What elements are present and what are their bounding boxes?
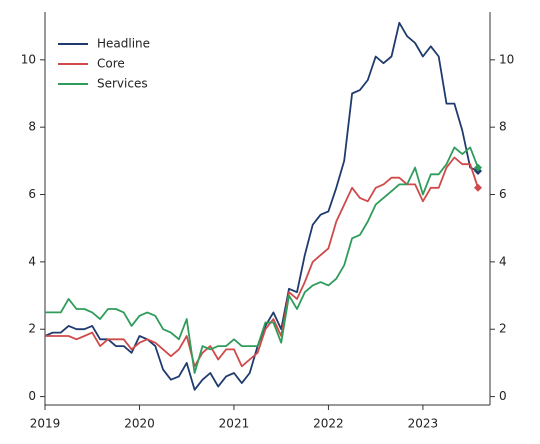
y2-tick-label: 6 (499, 187, 507, 201)
x-tick-label: 2021 (219, 417, 250, 431)
x-tick-label: 2022 (313, 417, 344, 431)
y2-tick-label: 4 (499, 254, 507, 268)
series-line (45, 156, 479, 368)
y-tick-label: 8 (28, 120, 36, 134)
y2-tick-label: 8 (499, 120, 507, 134)
legend-label: Services (97, 77, 148, 91)
x-tick-label: 2020 (124, 417, 155, 431)
y-tick-label: 10 (21, 52, 36, 66)
series-line (45, 146, 479, 374)
end-marker (474, 183, 483, 192)
y2-tick-label: 0 (499, 389, 507, 403)
y-tick-label: 0 (28, 389, 36, 403)
y-tick-label: 2 (28, 322, 36, 336)
x-tick-label: 2023 (408, 417, 439, 431)
y-tick-label: 4 (28, 254, 36, 268)
legend-label: Core (97, 57, 125, 71)
y2-tick-label: 2 (499, 322, 507, 336)
x-tick-label: 2019 (30, 417, 61, 431)
end-marker (474, 163, 483, 172)
y2-tick-label: 10 (499, 52, 514, 66)
y-tick-label: 6 (28, 187, 36, 201)
legend-label: Headline (97, 37, 150, 51)
